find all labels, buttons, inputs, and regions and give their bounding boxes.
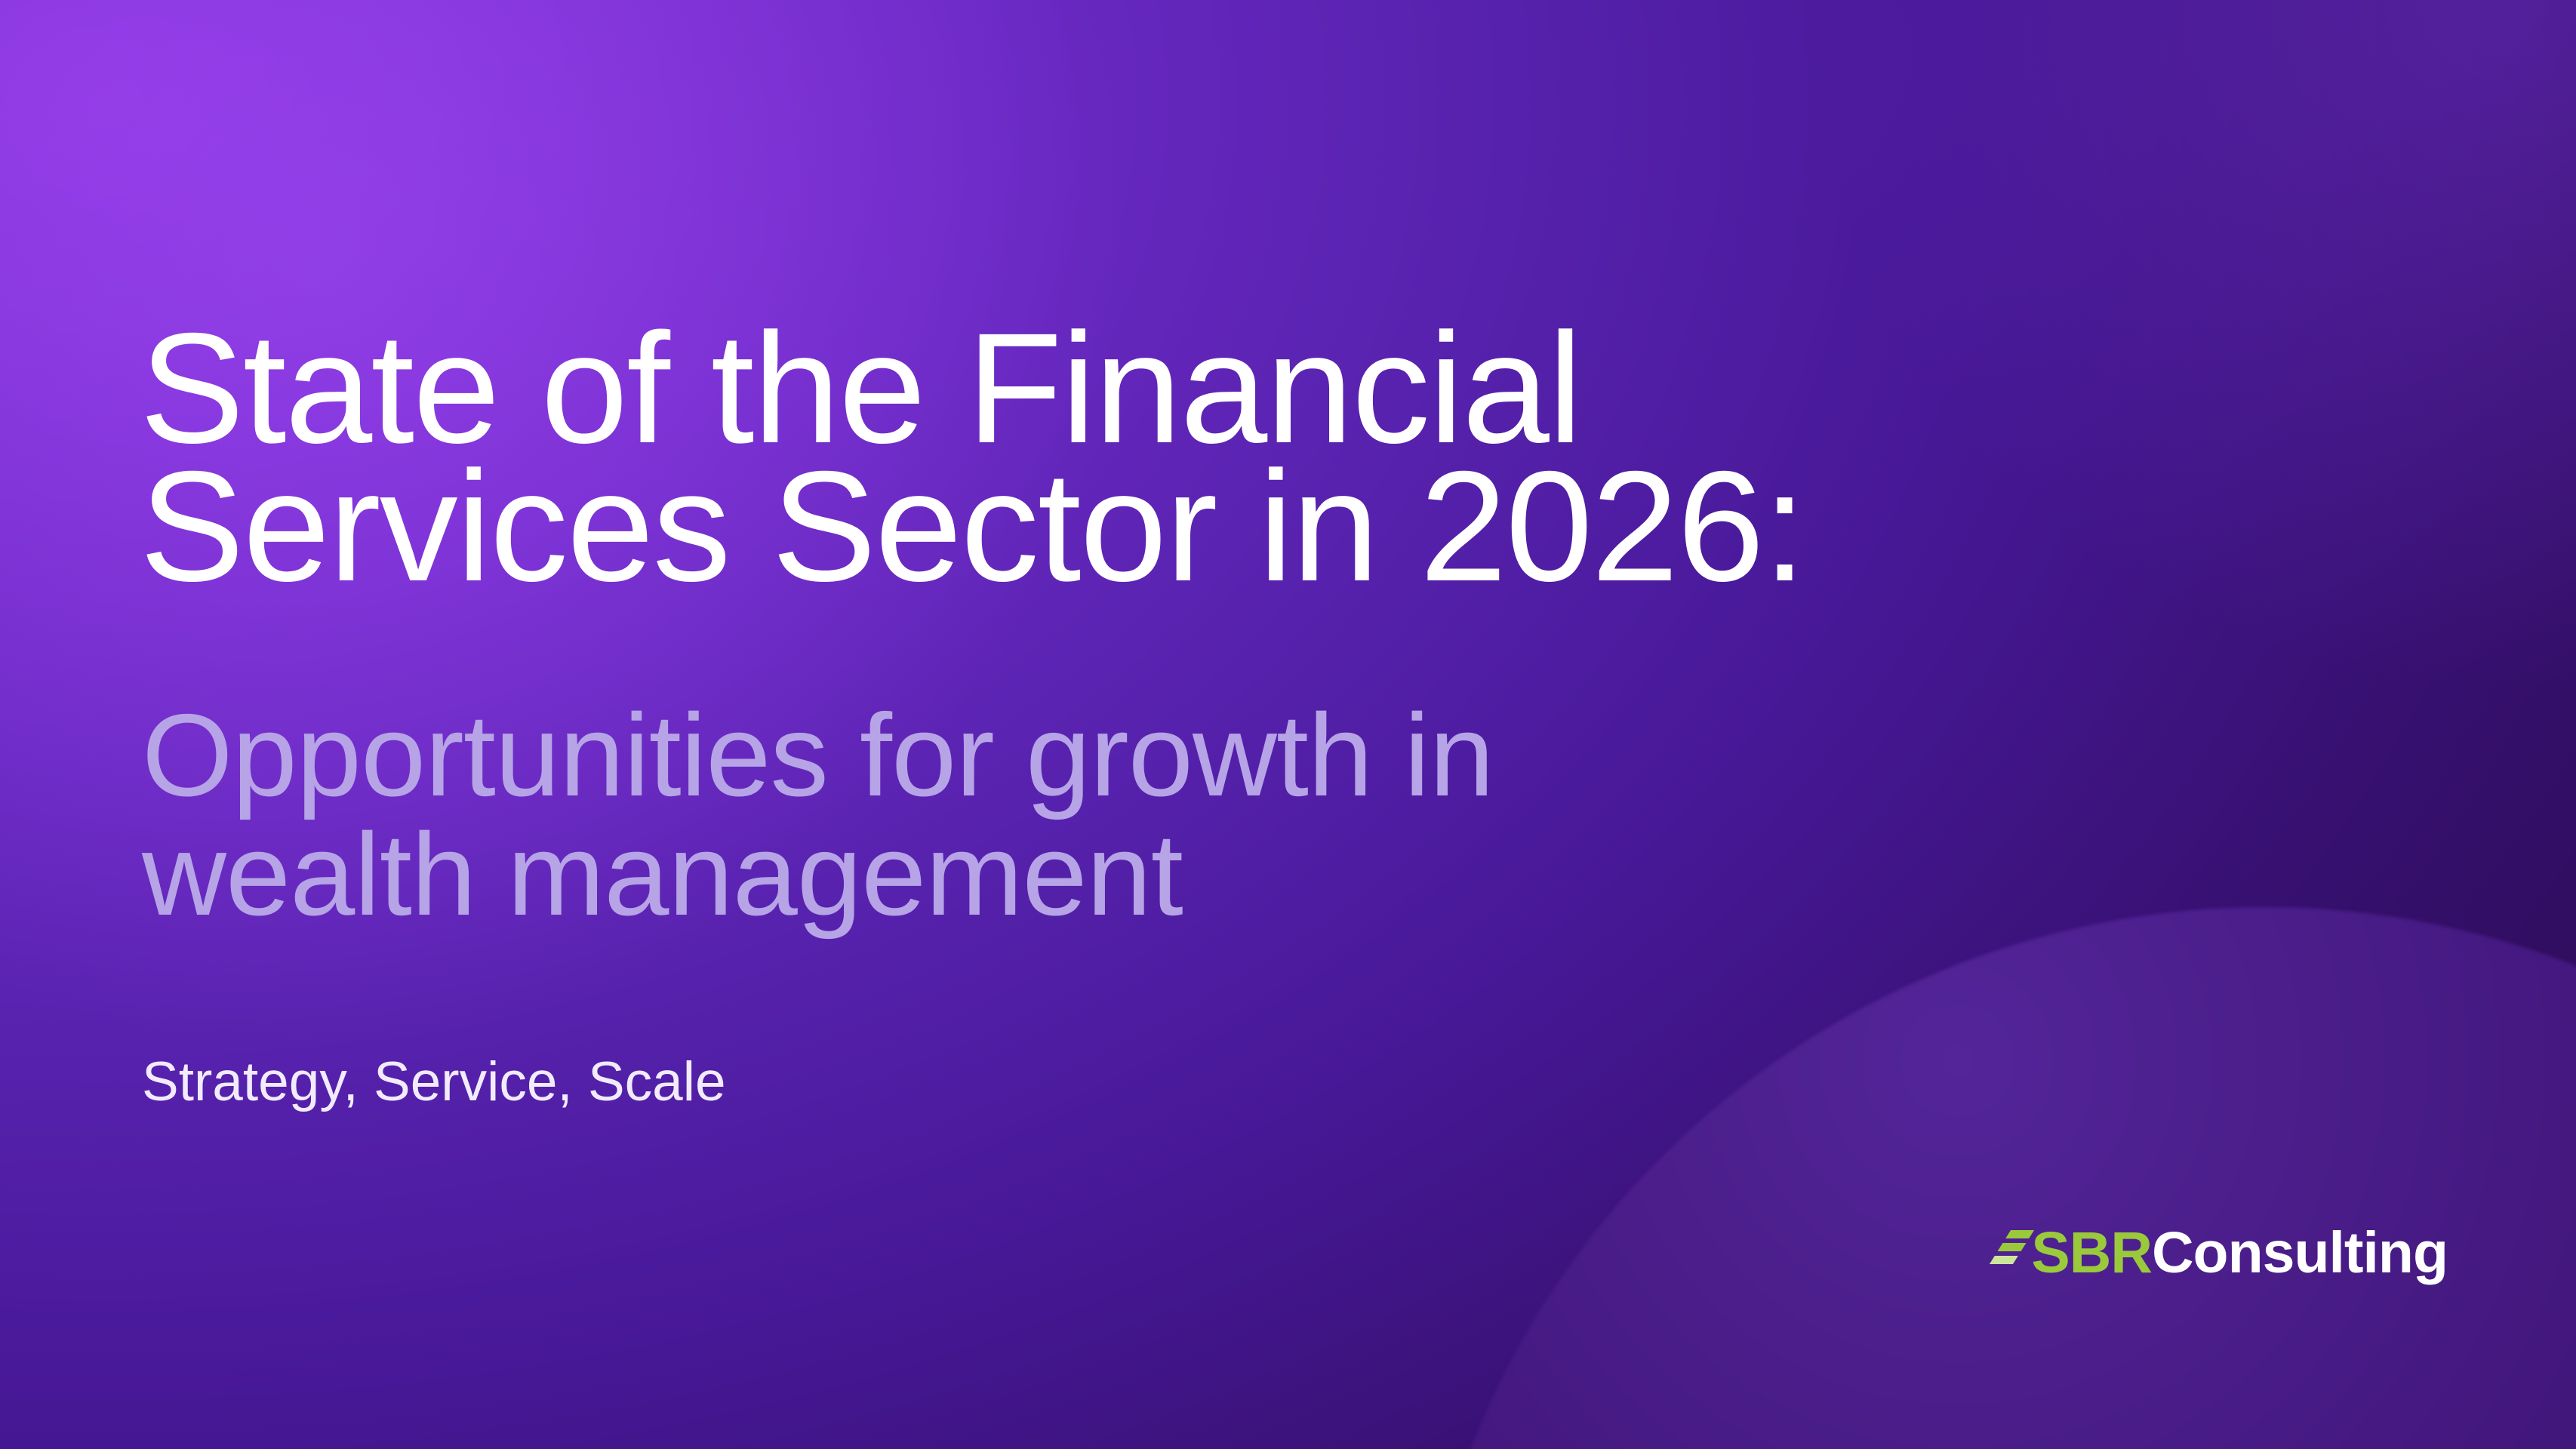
decorative-circle	[1411, 907, 2576, 1449]
logo-stripe-middle	[1997, 1242, 2027, 1251]
slide-subtitle-line2: wealth management	[142, 809, 1183, 940]
logo-stripe-top	[2005, 1229, 2035, 1238]
logo-brand-text: SBR	[2031, 1220, 2153, 1285]
slide-tagline: Strategy, Service, Scale	[142, 1051, 726, 1112]
slide-title-line1: State of the Financial	[140, 301, 1583, 476]
slide-subtitle: Opportunities for growth in wealth manag…	[142, 690, 1494, 940]
slide-subtitle-line1: Opportunities for growth in	[142, 690, 1494, 820]
company-logo: SBR Consulting	[1990, 1214, 2448, 1292]
slide-title: State of the Financial Services Sector i…	[140, 301, 1806, 615]
logo-stripe-bottom	[1990, 1255, 2019, 1264]
slide-title-line2: Services Sector in 2026:	[140, 439, 1806, 615]
logo-suffix-text: Consulting	[2151, 1220, 2448, 1285]
